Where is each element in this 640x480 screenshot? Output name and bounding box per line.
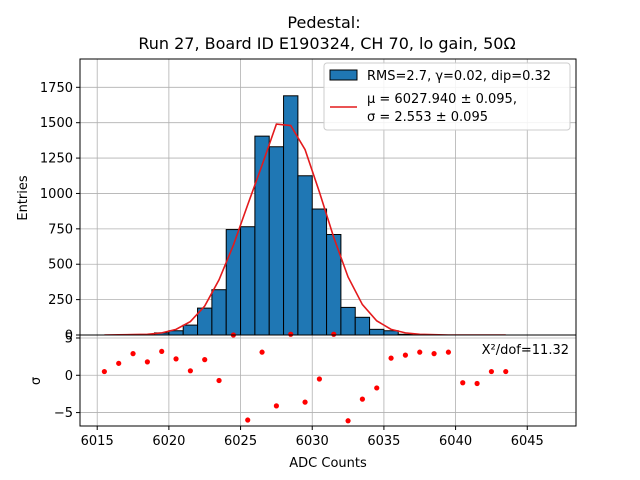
chart-title: Pedestal: bbox=[287, 13, 360, 32]
residual-point bbox=[488, 368, 495, 375]
residual-point bbox=[460, 380, 466, 386]
legend: RMS=2.7, γ=0.02, dip=0.32 μ = 6027.940 ±… bbox=[323, 62, 571, 131]
histogram-bar bbox=[297, 175, 313, 336]
x-axis-ticks: 6015 6020 6025 6030 6035 6040 6045 bbox=[81, 426, 544, 449]
residual-point bbox=[388, 355, 394, 361]
residual-points bbox=[101, 331, 509, 424]
histogram-bar bbox=[182, 324, 199, 336]
x-tick-label: 6030 bbox=[296, 434, 329, 449]
residual-point bbox=[331, 331, 337, 337]
residual-point bbox=[116, 360, 122, 366]
histogram-bar bbox=[354, 316, 371, 336]
y-tick-label: 1250 bbox=[40, 152, 73, 167]
chi2-annotation: X²/dof=11.32 bbox=[482, 343, 569, 358]
residual-point bbox=[130, 351, 136, 357]
residual-point bbox=[417, 349, 423, 355]
y-tick-label: 750 bbox=[48, 222, 73, 237]
legend-fit-label-line2: σ = 2.553 ± 0.095 bbox=[367, 110, 488, 125]
histogram-panel: 0 250 500 750 1000 1250 1500 1750 Entries RMS=2… bbox=[16, 58, 577, 344]
residuals-y-ticks: −505 bbox=[54, 331, 80, 421]
residual-point bbox=[144, 359, 150, 365]
residual-point bbox=[503, 368, 509, 375]
x-axis-label: ADC Counts bbox=[289, 456, 367, 471]
y-tick-label: −5 bbox=[54, 406, 73, 421]
residual-point bbox=[359, 396, 366, 402]
histogram-bar bbox=[211, 289, 227, 336]
residual-point bbox=[173, 356, 179, 362]
residuals-frame bbox=[79, 334, 577, 427]
y-tick-label: 1500 bbox=[40, 116, 73, 131]
residuals-grid bbox=[80, 335, 576, 426]
legend-fit-label-line1: μ = 6027.940 ± 0.095, bbox=[367, 92, 517, 107]
histogram-bar bbox=[268, 146, 285, 336]
histogram-bar bbox=[340, 306, 356, 336]
residual-point bbox=[445, 349, 452, 355]
residual-point bbox=[202, 357, 208, 363]
residual-point bbox=[474, 380, 480, 387]
residual-point bbox=[159, 348, 165, 355]
legend-histogram-label: RMS=2.7, γ=0.02, dip=0.32 bbox=[367, 69, 551, 84]
legend-histogram-swatch bbox=[329, 69, 358, 81]
legend-box bbox=[323, 62, 571, 131]
x-tick-label: 6015 bbox=[81, 434, 114, 449]
residual-point bbox=[374, 385, 380, 391]
residual-point bbox=[345, 418, 351, 424]
residual-point bbox=[187, 368, 193, 374]
y-tick-label: 500 bbox=[48, 258, 73, 273]
residuals-y-label: σ bbox=[29, 377, 44, 385]
x-tick-label: 6020 bbox=[152, 434, 185, 449]
y-tick-label: 5 bbox=[65, 331, 73, 346]
histogram-bar bbox=[240, 226, 256, 336]
residual-point bbox=[316, 376, 322, 382]
residual-point bbox=[288, 331, 294, 337]
y-tick-label: 1750 bbox=[40, 81, 73, 96]
x-tick-label: 6035 bbox=[367, 434, 400, 449]
y-tick-label: 0 bbox=[65, 329, 73, 344]
x-tick-label: 6040 bbox=[439, 434, 472, 449]
x-tick-label: 6045 bbox=[511, 434, 544, 449]
residuals-panel: −505 6015 6020 6025 6030 6035 6040 6045 X²/dof… bbox=[29, 331, 577, 471]
residual-point bbox=[302, 399, 308, 405]
residual-point bbox=[216, 377, 222, 384]
residual-point bbox=[101, 368, 107, 375]
residual-point bbox=[273, 403, 279, 409]
y-tick-label: 0 bbox=[65, 369, 73, 384]
histogram-y-label: Entries bbox=[16, 175, 31, 221]
chart-subtitle: Run 27, Board ID E190324, CH 70, lo gain… bbox=[138, 34, 515, 53]
residual-point bbox=[402, 352, 409, 358]
residual-point bbox=[259, 349, 265, 355]
residual-point bbox=[431, 351, 437, 357]
histogram-y-ticks: 0 250 500 750 1000 1250 1500 1750 bbox=[40, 81, 80, 344]
title-block: Pedestal: Run 27, Board ID E190324, CH 7… bbox=[138, 13, 515, 53]
histogram-bar bbox=[283, 95, 299, 336]
x-tick-label: 6025 bbox=[224, 434, 257, 449]
residual-point bbox=[245, 417, 251, 423]
y-tick-label: 1000 bbox=[40, 187, 73, 202]
histogram-bar bbox=[311, 208, 328, 336]
y-tick-label: 250 bbox=[48, 293, 73, 308]
histogram-bar bbox=[369, 328, 385, 336]
